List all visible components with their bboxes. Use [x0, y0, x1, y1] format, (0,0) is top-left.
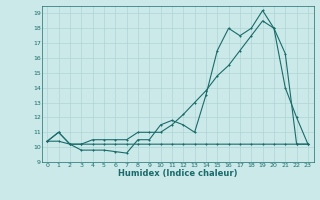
X-axis label: Humidex (Indice chaleur): Humidex (Indice chaleur) — [118, 169, 237, 178]
